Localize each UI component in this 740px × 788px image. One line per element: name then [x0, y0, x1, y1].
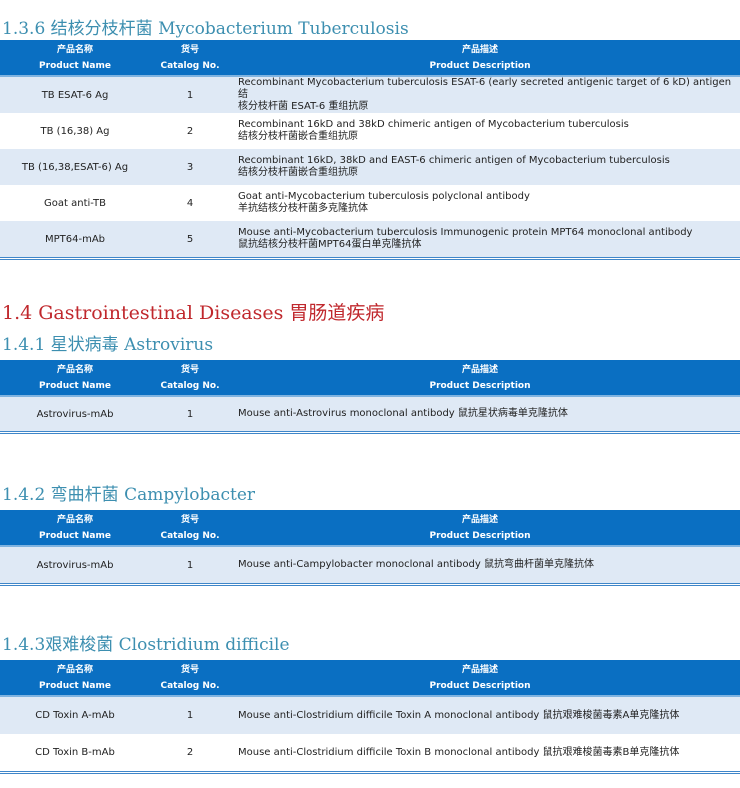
product-name: Astrovirus-mAb [36, 559, 114, 571]
header-desc-en: Product Description [429, 60, 531, 71]
description-line-1: Mouse anti-Clostridium difficile Toxin B… [238, 746, 680, 758]
table-row: Astrovirus-mAb 1 Mouse anti-Campylobacte… [0, 547, 740, 583]
header-desc-en: Product Description [429, 380, 531, 391]
description-line-2: 鼠抗结核分枝杆菌MPT64蛋白单克隆抗体 [238, 239, 422, 250]
chapter-heading: 1.4 Gastrointestinal Diseases 胃肠道疾病 [2, 302, 385, 324]
product-name: Astrovirus-mAb [36, 408, 114, 420]
catalog-no: 1 [186, 559, 194, 571]
section-heading-astrovirus: 1.4.1 星状病毒 Astrovirus [2, 335, 214, 355]
description-line-1: Recombinant 16kD, 38kD and EAST-6 chimer… [238, 155, 670, 166]
header-desc-en: Product Description [429, 530, 531, 541]
product-name: TB (16,38) Ag [40, 125, 110, 137]
table-tuberculosis: 产品名称 Product Name 货号 Catalog No. 产品描述 Produ… [0, 40, 740, 260]
table-row: TB (16,38) Ag 2 Recombinant 16kD and 38k… [0, 113, 740, 149]
description-line-2: 核分枝杆菌 ESAT-6 重组抗原 [238, 101, 369, 112]
table-campylobacter: 产品名称 Product Name 货号 Catalog No. 产品描述 Produ… [0, 510, 740, 586]
product-name: CD Toxin A-mAb [35, 710, 115, 721]
header-name-cn: 产品名称 [56, 44, 93, 55]
header-desc-cn: 产品描述 [461, 514, 498, 525]
header-name-en: Product Name [39, 380, 111, 391]
description-line-2: 结核分枝杆菌嵌合重组抗原 [238, 131, 358, 142]
catalog-no: 4 [186, 197, 194, 209]
header-name-cn: 产品名称 [56, 364, 93, 375]
header-desc-en: Product Description [429, 680, 531, 691]
catalog-no: 1 [186, 408, 194, 420]
description-line-1: Recombinant Mycobacterium tuberculosis E… [238, 77, 732, 100]
description-line-2: 羊抗结核分枝杆菌多克隆抗体 [238, 203, 368, 214]
description-line-1: Recombinant 16kD and 38kD chimeric antig… [238, 119, 629, 130]
catalog-no: 1 [186, 89, 194, 101]
header-catalog-cn: 货号 [180, 364, 199, 375]
table-header: 产品名称 Product Name 货号 Catalog No. 产品描述 Produ… [0, 660, 740, 697]
header-catalog-en: Catalog No. [160, 530, 220, 541]
product-name: CD Toxin B-mAb [35, 747, 115, 758]
product-name: TB ESAT-6 Ag [41, 89, 109, 101]
header-name-cn: 产品名称 [56, 664, 93, 675]
table-row: CD Toxin B-mAb 2 Mouse anti-Clostridium … [0, 734, 740, 771]
catalog-no: 3 [186, 161, 194, 173]
table-row: Astrovirus-mAb 1 Mouse anti-Astrovirus m… [0, 397, 740, 431]
header-catalog-en: Catalog No. [160, 380, 220, 391]
header-catalog-cn: 货号 [180, 44, 199, 55]
catalog-no: 2 [186, 747, 194, 758]
header-catalog-cn: 货号 [180, 664, 199, 675]
header-catalog-cn: 货号 [180, 514, 199, 525]
catalog-no: 5 [186, 233, 194, 245]
table-header: 产品名称 Product Name 货号 Catalog No. 产品描述 Produ… [0, 360, 740, 397]
header-name-en: Product Name [39, 60, 111, 71]
description-line-2: 结核分枝杆菌嵌合重组抗原 [238, 167, 358, 178]
catalog-no: 1 [186, 710, 194, 721]
description-line-1: Mouse anti-Mycobacterium tuberculosis Im… [238, 227, 693, 238]
header-desc-cn: 产品描述 [461, 664, 498, 675]
table-row: Goat anti-TB 4 Goat anti-Mycobacterium t… [0, 185, 740, 221]
section-heading-campylobacter: 1.4.2 弯曲杆菌 Campylobacter [2, 485, 256, 505]
table-clostridium: 产品名称 Product Name 货号 Catalog No. 产品描述 Produ… [0, 660, 740, 774]
header-name-en: Product Name [39, 680, 111, 691]
section-heading-tuberculosis: 1.3.6 结核分枝杆菌 Mycobacterium Tuberculosis [2, 19, 409, 39]
description-line-1: Mouse anti-Campylobacter monoclonal anti… [238, 559, 594, 570]
table-row: CD Toxin A-mAb 1 Mouse anti-Clostridium … [0, 697, 740, 734]
table-header: 产品名称 Product Name 货号 Catalog No. 产品描述 Produ… [0, 510, 740, 547]
product-name: TB (16,38,ESAT-6) Ag [21, 161, 129, 173]
table-row: TB (16,38,ESAT-6) Ag 3 Recombinant 16kD,… [0, 149, 740, 185]
description-line-1: Goat anti-Mycobacterium tuberculosis pol… [238, 191, 530, 202]
header-desc-cn: 产品描述 [461, 364, 498, 375]
table-astrovirus: 产品名称 Product Name 货号 Catalog No. 产品描述 Produ… [0, 360, 740, 434]
description-line-1: Mouse anti-Astrovirus monoclonal antibod… [238, 408, 568, 419]
table-header: 产品名称 Product Name 货号 Catalog No. 产品描述 Produ… [0, 40, 740, 77]
section-heading-clostridium: 1.4.3艰难梭菌 Clostridium difficile [2, 635, 290, 655]
header-catalog-en: Catalog No. [160, 60, 220, 71]
description-line-1: Mouse anti-Clostridium difficile Toxin A… [238, 709, 680, 721]
header-catalog-en: Catalog No. [160, 680, 220, 691]
table-row: MPT64-mAb 5 Mouse anti-Mycobacterium tub… [0, 221, 740, 257]
table-row: TB ESAT-6 Ag 1 Recombinant Mycobacterium… [0, 77, 740, 113]
header-name-cn: 产品名称 [56, 514, 93, 525]
header-desc-cn: 产品描述 [461, 44, 498, 55]
header-name-en: Product Name [39, 530, 111, 541]
product-name: Goat anti-TB [44, 197, 106, 209]
product-name: MPT64-mAb [44, 233, 106, 245]
catalog-no: 2 [186, 125, 194, 137]
